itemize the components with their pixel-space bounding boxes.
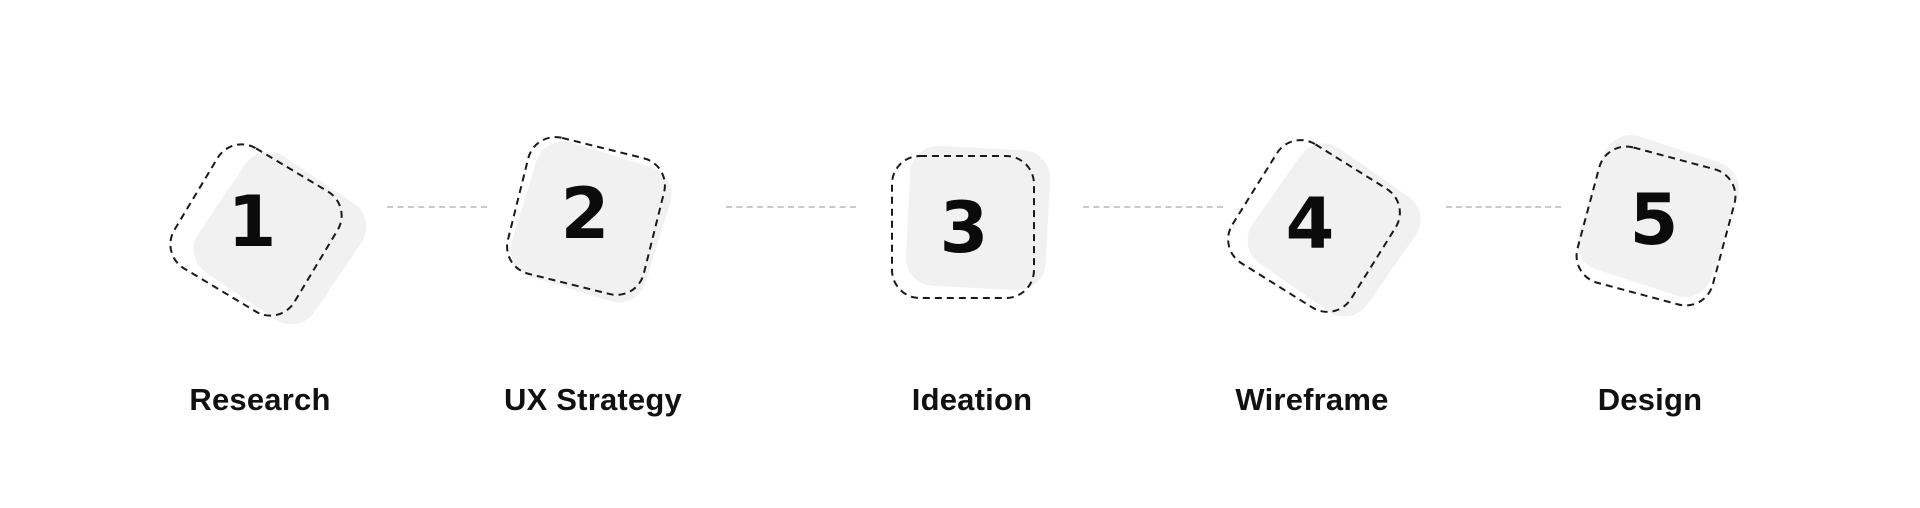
step-tile-fill <box>510 141 672 303</box>
step-badge: 4 <box>1192 120 1432 340</box>
step-label: Research <box>189 382 331 417</box>
connector-line <box>726 206 856 208</box>
connector-line <box>1083 206 1223 208</box>
step-label: Ideation <box>911 382 1033 417</box>
step-number: 5 <box>1629 179 1679 261</box>
step-tile-dashed-outline <box>506 136 666 296</box>
step-number: 1 <box>227 181 277 263</box>
step-number: 4 <box>1285 183 1335 265</box>
connector-line <box>387 206 487 208</box>
step-ux-strategy: 2 UX Strategy <box>473 120 713 440</box>
step-tile-fill <box>1247 143 1421 317</box>
step-badge: 2 <box>473 120 713 340</box>
step-tile-graphic <box>169 143 367 325</box>
step-tile-dashed-outline <box>891 155 1035 299</box>
step-tile-dashed-outline <box>1575 145 1737 307</box>
step-tile-graphic <box>1227 139 1421 317</box>
step-label: UX Strategy <box>504 382 682 417</box>
step-tile-graphic <box>891 145 1051 299</box>
step-tile-graphic <box>1575 135 1739 307</box>
step-tile-dashed-outline <box>1227 139 1401 313</box>
step-label: Design <box>1597 382 1703 417</box>
step-wireframe: 4 Wireframe <box>1192 120 1432 440</box>
step-design: 5 Design <box>1530 120 1770 440</box>
step-label: Wireframe <box>1235 382 1389 417</box>
step-tile-fill <box>1577 135 1739 297</box>
step-number: 3 <box>939 187 989 269</box>
step-number: 2 <box>560 173 610 255</box>
step-ideation: 3 Ideation <box>852 120 1092 440</box>
step-badge: 1 <box>140 120 380 340</box>
step-research: 1 Research <box>140 120 380 440</box>
step-tile-dashed-outline <box>169 143 343 317</box>
step-badge: 5 <box>1530 120 1770 340</box>
step-tile-fill <box>193 151 367 325</box>
step-badge: 3 <box>852 120 1092 340</box>
step-tile-fill <box>905 145 1051 291</box>
step-tile-graphic <box>506 136 672 303</box>
connector-line <box>1446 206 1561 208</box>
